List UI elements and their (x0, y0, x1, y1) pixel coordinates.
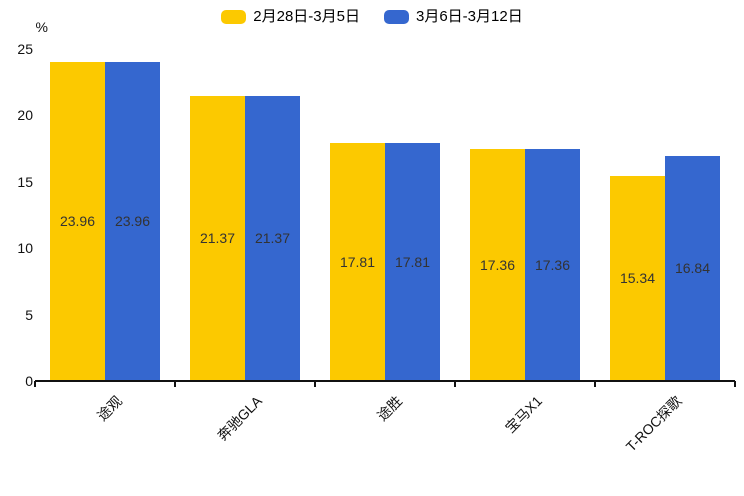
bar-value-label: 23.96 (114, 212, 151, 229)
y-axis-tick-label: 10 (17, 240, 33, 257)
x-axis-tick (34, 381, 36, 387)
y-axis-tick-label: 20 (17, 107, 33, 124)
chart-legend: 2月28日-3月5日 3月6日-3月12日 (0, 8, 744, 26)
legend-swatch-blue (384, 10, 409, 24)
legend-item-period1[interactable]: 2月28日-3月5日 (221, 8, 360, 26)
x-axis-tick (314, 381, 316, 387)
y-axis-tick-label: 5 (25, 306, 33, 323)
legend-swatch-yellow (221, 10, 247, 24)
bar[interactable] (105, 61, 160, 380)
x-axis-line (35, 380, 735, 382)
y-axis-tick-label: 0 (25, 373, 33, 389)
bar-value-label: 21.37 (254, 230, 291, 247)
bar-value-label: 21.37 (199, 230, 236, 247)
x-axis-category-label: T-ROC探歌 (623, 392, 686, 455)
bar[interactable] (665, 156, 720, 380)
bar[interactable] (470, 149, 525, 380)
bar[interactable] (610, 176, 665, 380)
bar[interactable] (245, 96, 300, 380)
bar-value-label: 23.96 (59, 212, 96, 229)
bar-value-label: 17.81 (339, 253, 376, 270)
legend-item-period2[interactable]: 3月6日-3月12日 (384, 8, 523, 26)
y-axis-unit-label: % (35, 19, 48, 35)
x-axis-category-label: 途胜 (373, 392, 406, 424)
x-axis-tick (454, 381, 456, 387)
bar[interactable] (190, 96, 245, 380)
bar-value-label: 17.36 (534, 256, 571, 273)
bar[interactable] (330, 143, 385, 380)
bar-value-label: 17.36 (479, 256, 516, 273)
y-axis-tick-label: 15 (17, 173, 33, 190)
bar[interactable] (385, 143, 440, 380)
legend-label-period1: 2月28日-3月5日 (253, 8, 360, 25)
legend-label-period2: 3月6日-3月12日 (416, 8, 523, 25)
x-axis-tick (734, 381, 736, 387)
bar-value-label: 15.34 (619, 270, 656, 287)
bar-value-label: 16.84 (674, 260, 711, 277)
x-axis-category-label: 途观 (93, 392, 126, 424)
x-axis-category-label: 宝马X1 (501, 392, 546, 436)
x-axis-tick (174, 381, 176, 387)
bar[interactable] (525, 149, 580, 380)
x-axis-tick (594, 381, 596, 387)
x-axis-category-label: 奔驰GLA (214, 392, 266, 444)
bar-value-label: 17.81 (394, 253, 431, 270)
y-axis-tick-label: 25 (17, 41, 33, 57)
bar[interactable] (50, 61, 105, 380)
